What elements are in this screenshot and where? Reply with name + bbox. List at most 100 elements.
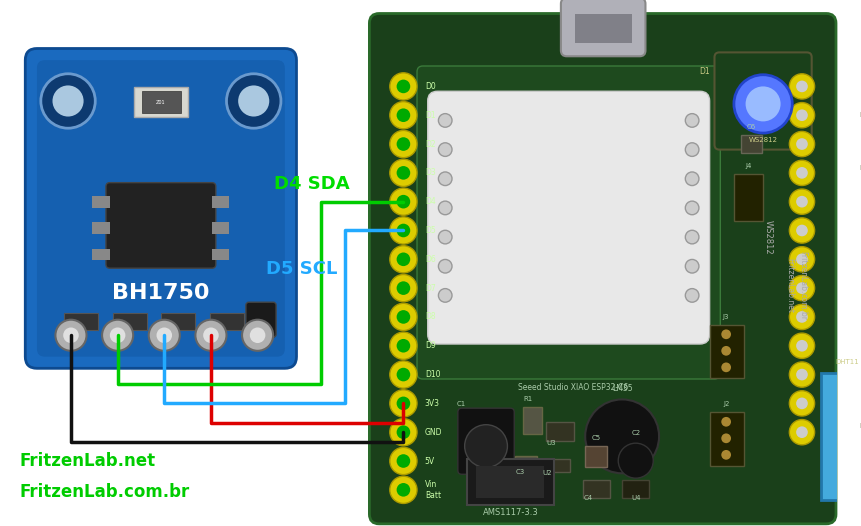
Bar <box>709 325 744 378</box>
Circle shape <box>685 289 699 302</box>
Text: D2: D2 <box>424 139 436 148</box>
Circle shape <box>796 311 808 323</box>
Circle shape <box>790 132 815 157</box>
Text: R2: R2 <box>859 422 861 429</box>
Circle shape <box>397 426 410 439</box>
Circle shape <box>790 103 815 128</box>
Text: R3: R3 <box>859 165 861 171</box>
Bar <box>709 412 744 466</box>
Bar <box>212 249 229 260</box>
Circle shape <box>796 340 808 351</box>
FancyBboxPatch shape <box>369 14 836 524</box>
Circle shape <box>685 114 699 127</box>
Circle shape <box>438 289 452 302</box>
Text: Vin
Batt: Vin Batt <box>424 480 441 500</box>
Circle shape <box>390 102 417 129</box>
Circle shape <box>796 109 808 121</box>
Text: R1: R1 <box>523 396 532 402</box>
Circle shape <box>796 398 808 409</box>
Circle shape <box>390 448 417 474</box>
Circle shape <box>685 143 699 156</box>
Circle shape <box>397 137 410 151</box>
Text: J3: J3 <box>723 313 729 320</box>
Text: Z01: Z01 <box>156 100 165 105</box>
Bar <box>92 249 110 260</box>
Text: D4: D4 <box>424 197 436 206</box>
Text: D7: D7 <box>424 284 436 292</box>
Circle shape <box>796 80 808 92</box>
Text: C6: C6 <box>746 124 756 130</box>
Text: D9: D9 <box>424 341 436 350</box>
Text: C3: C3 <box>515 469 524 476</box>
Circle shape <box>722 346 731 356</box>
Text: 5V: 5V <box>424 457 435 466</box>
Circle shape <box>397 281 410 295</box>
Circle shape <box>390 217 417 244</box>
Circle shape <box>390 130 417 158</box>
Circle shape <box>390 246 417 273</box>
Bar <box>740 135 762 153</box>
Text: C1: C1 <box>457 401 466 407</box>
Circle shape <box>685 259 699 273</box>
Circle shape <box>796 427 808 438</box>
Text: GND: GND <box>424 428 443 437</box>
Circle shape <box>397 339 410 352</box>
Circle shape <box>55 320 86 351</box>
Circle shape <box>796 369 808 380</box>
Bar <box>853 174 861 205</box>
Circle shape <box>790 247 815 272</box>
Circle shape <box>790 391 815 416</box>
Text: BH1750: BH1750 <box>112 284 209 304</box>
Text: J2: J2 <box>723 401 729 407</box>
Circle shape <box>465 424 507 468</box>
Circle shape <box>685 172 699 186</box>
Text: WS2812: WS2812 <box>764 220 772 255</box>
Bar <box>734 174 763 220</box>
Circle shape <box>397 454 410 468</box>
Circle shape <box>250 328 265 343</box>
Circle shape <box>438 230 452 244</box>
Text: C4: C4 <box>583 495 592 501</box>
Circle shape <box>110 328 126 343</box>
Text: D1: D1 <box>699 67 709 76</box>
Circle shape <box>790 218 815 243</box>
Circle shape <box>390 73 417 100</box>
FancyBboxPatch shape <box>561 0 646 56</box>
Circle shape <box>390 304 417 330</box>
Bar <box>92 222 110 234</box>
Circle shape <box>102 320 133 351</box>
Circle shape <box>390 476 417 503</box>
Circle shape <box>53 85 84 117</box>
Text: D8: D8 <box>424 312 436 321</box>
Circle shape <box>397 368 410 381</box>
Text: J4: J4 <box>746 163 752 169</box>
Circle shape <box>390 419 417 446</box>
Circle shape <box>226 74 281 128</box>
Bar <box>65 313 98 330</box>
Bar <box>113 313 146 330</box>
Circle shape <box>796 138 808 150</box>
Text: AMS1117-3.3: AMS1117-3.3 <box>482 508 538 517</box>
Bar <box>583 480 610 498</box>
Circle shape <box>397 166 410 180</box>
FancyBboxPatch shape <box>106 183 216 268</box>
FancyBboxPatch shape <box>37 60 285 357</box>
Text: D4 SDA: D4 SDA <box>275 175 350 193</box>
Text: D3: D3 <box>424 168 436 177</box>
Text: FritzenLab.com.br: FritzenLab.com.br <box>20 483 189 501</box>
Bar <box>547 422 573 441</box>
Circle shape <box>242 320 273 351</box>
Bar <box>515 456 536 471</box>
Bar <box>212 196 229 208</box>
Circle shape <box>790 420 815 445</box>
Bar <box>585 446 607 468</box>
Text: U4: U4 <box>631 495 641 501</box>
Circle shape <box>195 320 226 351</box>
Text: D0: D0 <box>424 82 436 91</box>
Circle shape <box>746 86 781 122</box>
Text: U2: U2 <box>542 470 552 476</box>
Circle shape <box>790 362 815 387</box>
Circle shape <box>397 224 410 237</box>
Bar <box>853 120 861 151</box>
Bar <box>212 222 229 234</box>
